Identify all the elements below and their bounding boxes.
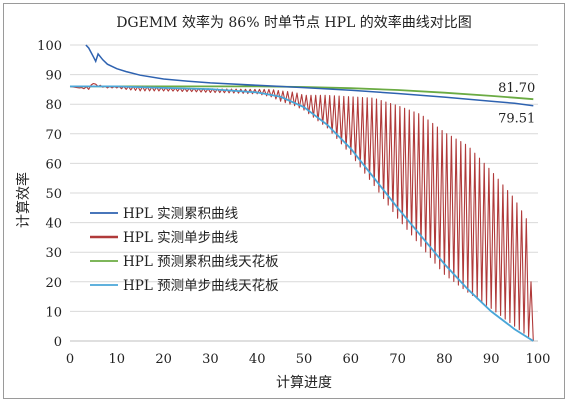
- x-tick-label: 30: [202, 352, 219, 367]
- legend-label: HPL 预测单步曲线天花板: [123, 278, 279, 294]
- y-tick-label: 90: [45, 69, 62, 84]
- x-tick-label: 0: [66, 352, 74, 367]
- y-tick-label: 50: [45, 187, 62, 202]
- y-tick-label: 80: [45, 98, 62, 113]
- y-axis-label: 计算效率: [15, 172, 32, 228]
- x-tick-label: 40: [249, 352, 266, 367]
- annotation-label: 81.70: [498, 81, 535, 96]
- chart-title: DGEMM 效率为 86% 时单节点 HPL 的效率曲线对比图: [116, 14, 472, 31]
- annotations: 81.70 79.51: [498, 81, 535, 126]
- y-tick-label: 60: [45, 157, 62, 172]
- y-tick-label: 70: [45, 128, 62, 143]
- y-tick-label: 20: [45, 276, 62, 291]
- series-line-predicted-step: [70, 85, 534, 342]
- y-tick-label: 30: [45, 246, 62, 261]
- x-tick-label: 50: [296, 352, 313, 367]
- x-tick-label: 20: [155, 352, 172, 367]
- x-tick-labels: 0 10 20 30 40 50 60 70 80 90 100: [66, 352, 551, 367]
- legend: HPL 实测累积曲线 HPL 实测单步曲线 HPL 预测累积曲线天花板 HPL 预测单…: [90, 206, 279, 294]
- x-tick-label: 100: [526, 352, 551, 367]
- y-tick-label: 100: [37, 39, 62, 54]
- x-tick-label: 70: [389, 352, 406, 367]
- x-axis-label: 计算进度: [276, 375, 332, 391]
- legend-label: HPL 实测单步曲线: [123, 230, 238, 246]
- legend-label: HPL 实测累积曲线: [123, 206, 238, 222]
- y-tick-label: 0: [54, 335, 62, 350]
- legend-label: HPL 预测累积曲线天花板: [123, 254, 279, 270]
- y-tick-labels: 0 10 20 30 40 50 60 70 80 90 100: [37, 39, 62, 350]
- x-tick-label: 60: [343, 352, 360, 367]
- x-tick-label: 80: [436, 352, 453, 367]
- y-tick-label: 10: [45, 305, 62, 320]
- y-tick-label: 40: [45, 217, 62, 232]
- x-tick-label: 90: [483, 352, 500, 367]
- series-line-predicted-cumulative: [70, 85, 534, 101]
- annotation-label: 79.51: [498, 112, 535, 127]
- series-line-measured-cumulative: [85, 44, 534, 107]
- series-lines: [69, 44, 534, 342]
- x-tick-label: 10: [109, 352, 126, 367]
